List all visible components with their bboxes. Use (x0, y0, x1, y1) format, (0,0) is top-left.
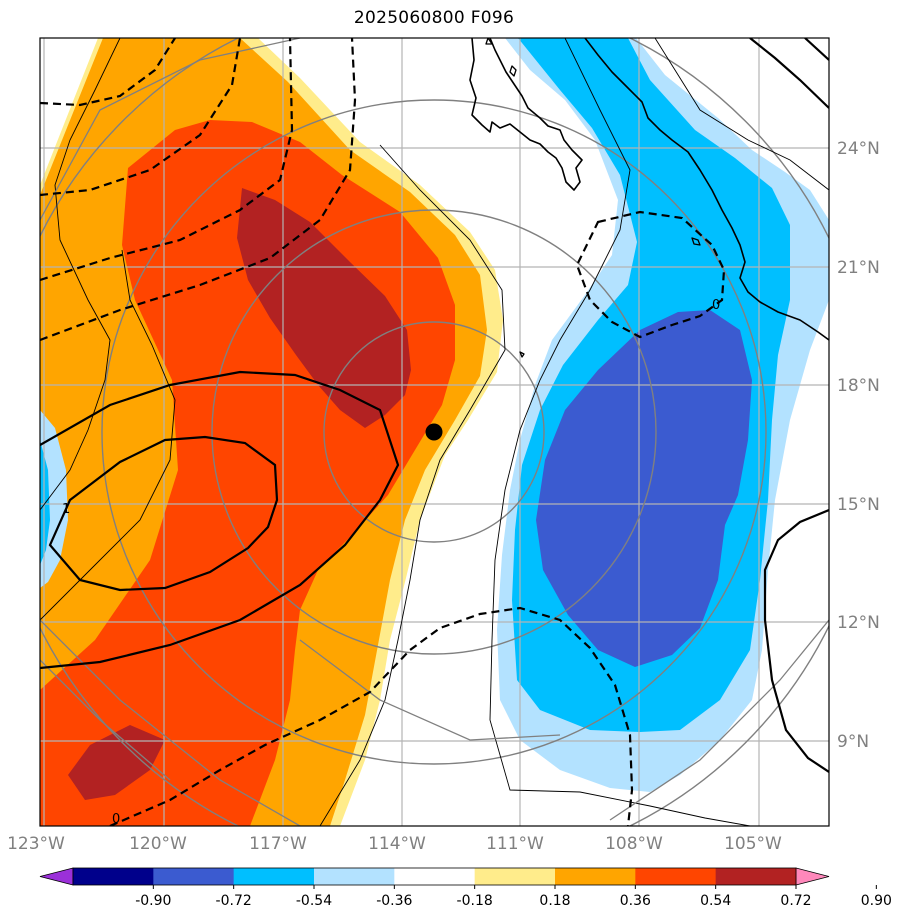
colorbar-tick-label: -0.54 (296, 893, 332, 909)
lat-label-18n: 18°N (837, 376, 880, 396)
colorbar-segment (715, 868, 797, 885)
colorbar-tick-label: 0.36 (620, 893, 651, 909)
fill-neg-0.54-to-0.36-west (40, 440, 50, 565)
colorbar-tick-label: -0.90 (135, 893, 171, 909)
storm-center-marker (425, 423, 443, 441)
solid-contour-ne2 (804, 38, 829, 61)
lon-label-108w: 108°W (605, 834, 663, 854)
thin-contour-east (319, 144, 506, 826)
colorbar-segment (314, 868, 395, 885)
lat-label-21n: 21°N (837, 258, 880, 278)
thin-contour-neg (489, 38, 751, 826)
colorbar-tick-label: 0.90 (861, 893, 892, 909)
range-rings (40, 38, 829, 826)
lon-label-117w: 117°W (249, 834, 307, 854)
map-area: 0 1 0 (40, 38, 829, 827)
thin-contour-ne (654, 38, 829, 191)
gray-isoline-4 (299, 639, 561, 741)
contour-label-3: 0 (712, 298, 720, 313)
graticule (40, 38, 829, 826)
colorbar-segment (153, 868, 235, 885)
colorbar-segment (474, 868, 556, 885)
thin-contours (40, 38, 829, 826)
fill-neg-0.36-to-0.18-west (40, 410, 68, 588)
map-title: 2025060800 F096 (353, 8, 515, 28)
solid-contour-ne (749, 38, 829, 109)
colorbar: -0.90 -0.72 -0.54 -0.36 -0.18 0.18 0.36 0.54 0.7… (39, 867, 892, 909)
colorbar-extend-high (795, 867, 830, 886)
lon-label-114w: 114°W (368, 834, 426, 854)
lon-label-111w: 111°W (486, 834, 544, 854)
colorbar-segment (233, 868, 315, 885)
solid-contour-inner (48, 435, 279, 592)
lon-label-123w: 123°W (7, 834, 65, 854)
colorbar-segment (635, 868, 717, 885)
colorbar-segment (394, 868, 476, 885)
dashed-contour-nw4 (40, 38, 357, 342)
gray-isoline-3 (40, 659, 171, 781)
dashed-contour-south (109, 606, 634, 826)
thin-contour-south (40, 249, 176, 621)
map-frame (39, 37, 830, 827)
colorbar-segment (555, 868, 636, 885)
dashed-contours (40, 38, 726, 826)
range-ring-3 (101, 99, 767, 765)
colorbar-segment (73, 868, 154, 885)
dashed-contour-nw2 (40, 38, 242, 197)
colorbar-tick-label: 0.18 (539, 893, 570, 909)
contour-label-1: 0 (112, 812, 120, 827)
fill-neg-0.72-to-0.54-east (536, 310, 752, 667)
lat-label-9n: 9°N (837, 732, 869, 752)
island-3 (519, 351, 525, 358)
gray-isolines (40, 38, 829, 826)
lat-label-15n: 15°N (837, 495, 880, 515)
colorbar-tick-label: 0.54 (700, 893, 731, 909)
lon-label-105w: 105°W (724, 834, 782, 854)
fill-0.72-to-0.90-north (237, 188, 411, 428)
gray-isoline-1 (40, 38, 301, 221)
dashed-contour-nw3 (40, 38, 294, 282)
gray-isoline-2 (40, 619, 301, 826)
solid-contour-outer (40, 370, 400, 670)
positive-anomaly-fill (40, 38, 503, 826)
colorbar-tick-label: 0.72 (780, 893, 811, 909)
thin-contour-west (40, 38, 121, 511)
island-4 (485, 38, 493, 45)
baja-california-coast (469, 38, 583, 191)
dashed-contour-east-closed (575, 210, 726, 339)
colorbar-frame (72, 867, 797, 886)
lat-label-12n: 12°N (837, 613, 880, 633)
fill-0.72-to-0.90-south (68, 725, 165, 800)
coastline (469, 38, 829, 358)
solid-contour-se (763, 508, 829, 773)
range-ring-1 (323, 321, 545, 543)
contour-label-2: 1 (62, 502, 70, 517)
colorbar-tick-label: -0.72 (216, 893, 252, 909)
latitude-labels: 24°N 21°N 18°N 15°N 12°N 9°N (837, 139, 880, 752)
colorbar-extend-low (39, 867, 74, 886)
longitude-labels: 123°W 120°W 117°W 114°W 111°W 108°W 105°… (7, 834, 782, 854)
island-1 (509, 65, 517, 77)
range-ring-2 (211, 209, 657, 655)
lat-label-24n: 24°N (837, 139, 880, 159)
island-2 (691, 237, 701, 246)
colorbar-tick-label: -0.36 (376, 893, 412, 909)
dashed-contour-nw1 (40, 38, 176, 107)
solid-contours (40, 38, 829, 773)
gray-isoline-5 (609, 619, 829, 821)
colorbar-tick-label: -0.18 (457, 893, 493, 909)
lon-label-120w: 120°W (129, 834, 187, 854)
mainland-mexico-coast (584, 38, 829, 341)
